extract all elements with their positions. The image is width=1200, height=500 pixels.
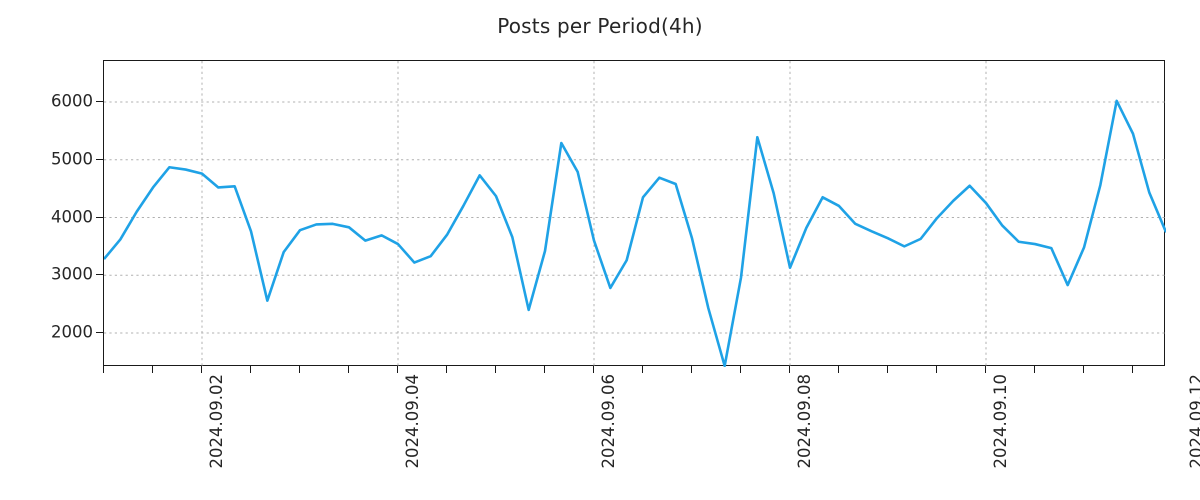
x-axis-tick-mark	[152, 366, 154, 373]
x-axis-tick-mark	[740, 366, 742, 373]
x-axis-tick-mark	[348, 366, 350, 373]
x-axis-tick-label: 2024.09.02	[207, 374, 226, 469]
x-axis-tick-label: 2024.09.06	[599, 374, 618, 469]
y-axis-tick-label: 6000	[51, 91, 93, 111]
x-axis-tick-mark	[789, 366, 791, 373]
x-axis-tick-mark	[985, 366, 987, 373]
x-axis-tick-mark	[446, 366, 448, 373]
x-axis-tick-mark	[1132, 366, 1134, 373]
x-axis-tick-label: 2024.09.04	[403, 374, 422, 469]
x-axis-tick-mark	[887, 366, 889, 373]
line-chart-svg	[104, 61, 1166, 367]
y-axis-tick-label: 5000	[51, 149, 93, 169]
x-axis-tick-label: 2024.09.10	[991, 374, 1010, 469]
plot-area	[103, 60, 1166, 367]
x-axis-tick-mark	[201, 366, 203, 373]
y-axis-tick-label: 3000	[51, 264, 93, 284]
y-axis-tick-mark	[96, 274, 103, 276]
x-axis-tick-mark	[544, 366, 546, 373]
x-axis-tick-mark	[691, 366, 693, 373]
x-axis-tick-mark	[838, 366, 840, 373]
series-lines	[104, 99, 1166, 367]
x-axis-tick-mark	[593, 366, 595, 373]
y-axis-tick-mark	[96, 101, 103, 103]
x-axis-tick-mark	[1034, 366, 1036, 373]
x-axis-tick-label: 2024.09.08	[795, 374, 814, 469]
y-axis-tick-label: 4000	[51, 207, 93, 226]
x-axis-tick-mark	[936, 366, 938, 373]
y-axis-tick-mark	[96, 158, 103, 160]
x-axis-tick-mark	[397, 366, 399, 373]
x-axis-tick-label: 2024.09.12	[1187, 374, 1200, 469]
x-axis-tick-mark	[642, 366, 644, 373]
x-axis-tick-mark	[103, 366, 105, 373]
y-axis-tick-labels: 2000 3000 4000 5000 6000	[0, 0, 103, 500]
y-axis-tick-mark	[96, 216, 103, 218]
data-line-posts-per-period	[104, 99, 1166, 367]
x-axis-tick-mark	[299, 366, 301, 373]
x-axis-tick-mark	[250, 366, 252, 373]
y-axis-tick-label: 2000	[51, 322, 93, 342]
x-axis-tick-mark	[495, 366, 497, 373]
grid-lines	[104, 61, 1166, 367]
y-axis-tick-mark	[96, 332, 103, 334]
x-axis-tick-mark	[1083, 366, 1085, 373]
chart-title: Posts per Period(4h)	[497, 14, 703, 38]
